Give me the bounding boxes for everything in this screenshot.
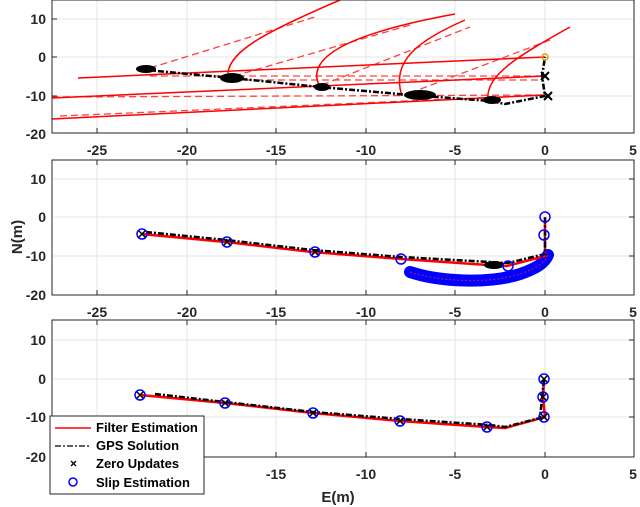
svg-text:-20: -20 (26, 449, 46, 465)
circle-marker-icon (68, 477, 78, 487)
svg-text:0: 0 (38, 371, 46, 387)
svg-text:5: 5 (629, 466, 637, 482)
svg-text:10: 10 (30, 332, 46, 348)
svg-text:-10: -10 (356, 466, 376, 482)
svg-text:-15: -15 (266, 466, 286, 482)
svg-text:10: 10 (30, 171, 46, 187)
x-tick: -15 (266, 142, 286, 158)
x-tick: 5 (629, 142, 637, 158)
panel-2: -25 -20 -15 -10 -5 0 5 10 0 -10 -20 N(m) (9, 159, 637, 320)
y-tick: -10 (26, 88, 46, 104)
svg-text:-25: -25 (87, 304, 107, 320)
zero-update-markers-panel3 (136, 375, 548, 431)
legend-gps-solution: GPS Solution (96, 438, 179, 453)
x-tick: 0 (541, 142, 549, 158)
legend-zero-updates: Zero Updates (96, 456, 179, 471)
svg-text:-20: -20 (26, 287, 46, 303)
slip-markers-panel3 (134, 373, 550, 433)
x-axis-label: E(m) (321, 489, 354, 506)
zero-update-markers-panel1 (136, 65, 501, 104)
x-tick: -20 (177, 142, 197, 158)
svg-text:0: 0 (541, 304, 549, 320)
svg-text:-15: -15 (266, 304, 286, 320)
y-tick: -20 (26, 126, 46, 142)
svg-text:-10: -10 (26, 248, 46, 264)
legend-slip-estimation: Slip Estimation (96, 475, 190, 490)
svg-text:-10: -10 (356, 304, 376, 320)
y-axis-label: N(m) (9, 220, 26, 254)
x-tick: -5 (449, 142, 462, 158)
svg-text:-10: -10 (26, 409, 46, 425)
x-marker-icon (70, 460, 77, 467)
y-tick: 10 (30, 11, 46, 27)
panel-1: -25 -20 -15 -10 -5 0 5 10 0 -10 -20 (26, 0, 637, 158)
svg-text:-5: -5 (449, 466, 462, 482)
svg-text:5: 5 (629, 304, 637, 320)
svg-text:-5: -5 (449, 304, 462, 320)
svg-text:0: 0 (541, 466, 549, 482)
x-tick: -25 (87, 142, 107, 158)
y-tick: 0 (38, 49, 46, 65)
slip-markers-panel2 (136, 211, 553, 272)
svg-text:0: 0 (38, 209, 46, 225)
svg-text:-20: -20 (177, 304, 197, 320)
legend-filter-estimation: Filter Estimation (96, 420, 198, 435)
legend: Filter Estimation GPS Solution Zero Upda… (49, 415, 205, 495)
x-tick: -10 (356, 142, 376, 158)
